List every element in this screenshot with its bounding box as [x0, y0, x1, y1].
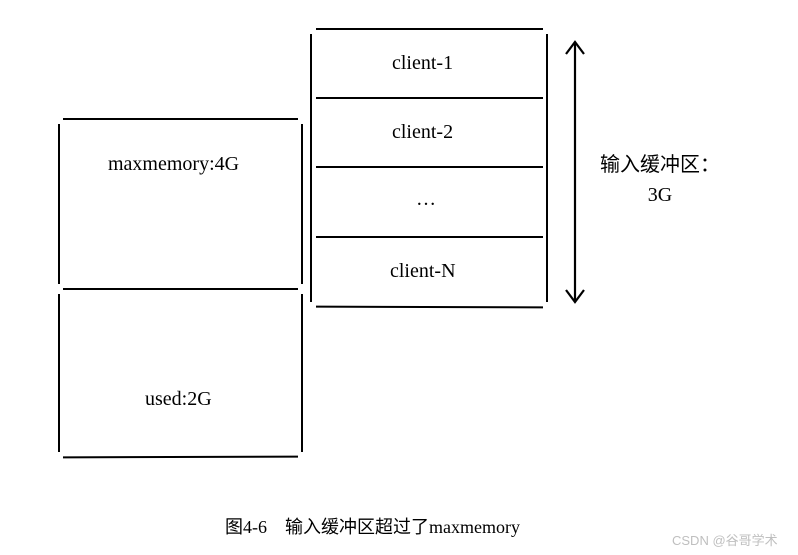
- leftbox-divider: [63, 288, 298, 290]
- bracket-arrow: [560, 30, 600, 320]
- rightbox-row-1: client-2: [392, 121, 453, 144]
- rightbox-div1: [316, 97, 543, 99]
- leftbox-right-upper: [301, 124, 303, 284]
- figure-caption: 图4-6 输入缓冲区超过了maxmemory: [225, 513, 520, 539]
- rightbox-div2: [316, 166, 543, 168]
- arrow-label-line2: 3G: [648, 184, 672, 206]
- leftbox-bottom-label: used:2G: [145, 388, 212, 411]
- watermark: CSDN @谷哥学术: [672, 530, 778, 549]
- leftbox-left-lower: [58, 294, 60, 452]
- rightbox-row-3: client-N: [390, 260, 456, 283]
- leftbox-bottom: [63, 456, 298, 459]
- rightbox-div3: [316, 236, 543, 238]
- diagram-canvas: maxmemory:4G used:2G client-1 client-2 ……: [0, 0, 798, 555]
- leftbox-right-lower: [301, 294, 303, 452]
- rightbox-row-0: client-1: [392, 52, 453, 75]
- leftbox-top-label: maxmemory:4G: [108, 153, 239, 176]
- leftbox-left-upper: [58, 124, 60, 284]
- arrow-label: 输入缓冲区： 3G: [600, 150, 720, 210]
- rightbox-row-2: …: [416, 188, 436, 211]
- leftbox-top: [63, 118, 298, 120]
- rightbox-bottom: [316, 306, 543, 309]
- rightbox-right: [546, 34, 548, 302]
- rightbox-left: [310, 34, 312, 302]
- arrow-label-line1: 输入缓冲区：: [600, 154, 720, 176]
- rightbox-top: [316, 28, 543, 30]
